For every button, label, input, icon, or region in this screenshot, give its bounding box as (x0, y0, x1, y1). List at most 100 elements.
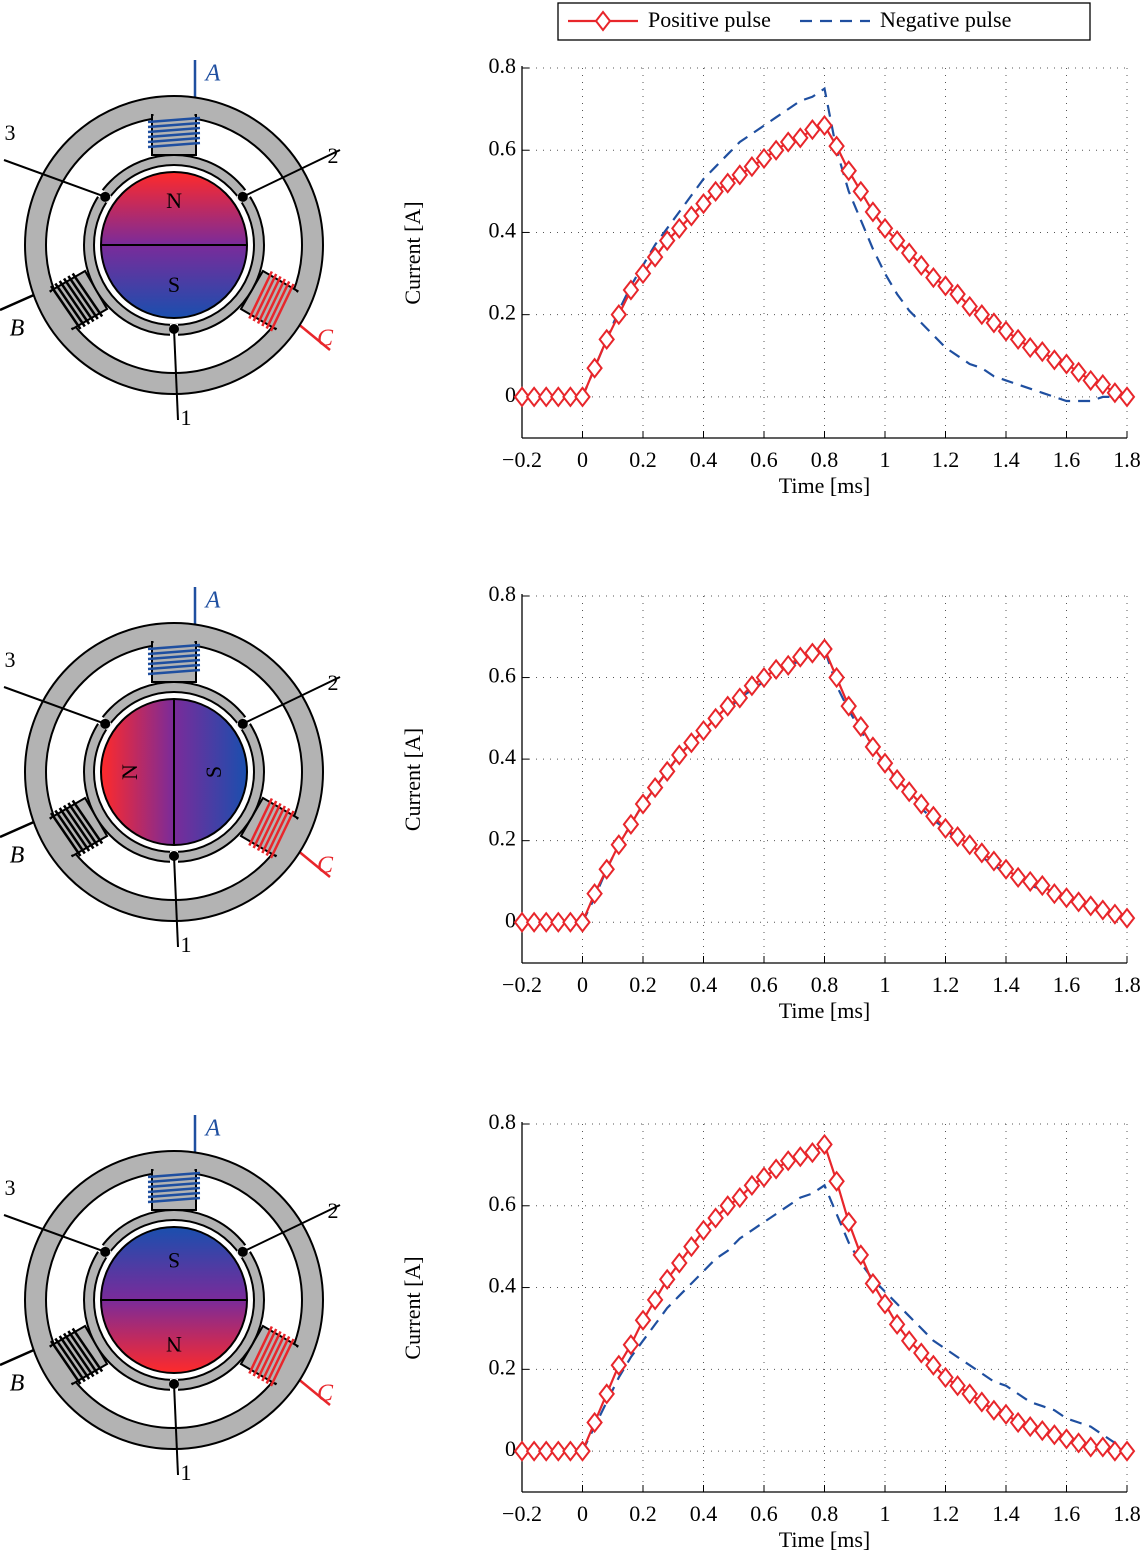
y-tick-label: 0.6 (489, 135, 517, 160)
coil-turn (147, 663, 201, 671)
y-tick-label: 0.8 (489, 53, 517, 78)
data-point (525, 1440, 543, 1462)
data-point (755, 1166, 773, 1188)
x-tick-label: 0.4 (690, 447, 718, 472)
data-point (973, 1391, 991, 1413)
phase-label: C (317, 853, 334, 879)
x-tick-label: 1.2 (932, 972, 960, 997)
data-point (574, 911, 591, 933)
terminal-dot (169, 851, 179, 861)
data-point (707, 180, 724, 202)
coil-turn (67, 1330, 99, 1375)
data-point (949, 1375, 966, 1397)
data-point (1082, 369, 1099, 392)
coil-turn (71, 272, 104, 318)
data-point (525, 911, 543, 933)
data-point (658, 760, 676, 782)
x-tick-label: 1.4 (992, 972, 1020, 997)
data-point (1046, 349, 1063, 371)
data-point (973, 304, 991, 326)
data-point (1034, 1420, 1051, 1442)
phase-label: A (204, 1116, 221, 1142)
y-tick-label: 0.6 (489, 663, 517, 688)
data-point (586, 357, 603, 379)
x-tick-label: 0.8 (811, 447, 839, 472)
coil-turn (71, 1327, 104, 1373)
data-point (695, 1219, 712, 1241)
data-point (888, 768, 906, 791)
coil-turn (248, 1325, 273, 1375)
data-point (913, 1342, 930, 1364)
coil-turn (147, 116, 201, 124)
data-point (1021, 336, 1039, 359)
x-tick-label: 0.4 (690, 1501, 718, 1526)
x-tick-label: 0.2 (629, 972, 657, 997)
data-point (743, 156, 761, 178)
phase-label: A (204, 588, 221, 614)
y-tick-label: 0.4 (489, 1273, 517, 1298)
phase-label: A (204, 61, 221, 87)
data-point (913, 793, 930, 815)
coil-turn (265, 1335, 291, 1385)
coil-turn (67, 802, 99, 847)
data-point (840, 695, 857, 717)
data-point (816, 114, 833, 137)
x-tick-label: 1.2 (932, 447, 960, 472)
data-point (1021, 1415, 1039, 1438)
x-tick-label: 0.6 (750, 1501, 778, 1526)
data-point (586, 1411, 603, 1434)
y-tick-label: 0 (505, 382, 516, 407)
tooth-join (271, 816, 301, 857)
data-point (888, 1313, 906, 1335)
data-point (876, 1293, 894, 1315)
x-tick-label: 1.8 (1113, 972, 1141, 997)
x-tick-label: 1.4 (992, 1501, 1020, 1526)
x-tick-label: 0.6 (750, 447, 778, 472)
terminal-dot (100, 1246, 111, 1257)
x-tick-label: 1.8 (1113, 1501, 1141, 1526)
data-point (876, 217, 894, 239)
data-point (1070, 361, 1087, 383)
data-point (562, 386, 579, 408)
tooth-join (271, 289, 301, 330)
x-tick-label: 1.8 (1113, 447, 1141, 472)
x-axis-label: Time [ms] (779, 998, 870, 1023)
data-point (1058, 887, 1075, 909)
data-point (610, 304, 628, 326)
data-point (997, 320, 1015, 342)
x-tick-label: 0.2 (629, 447, 657, 472)
data-point (550, 911, 567, 933)
data-point (804, 642, 821, 664)
data-point (719, 695, 736, 717)
coil-turn (147, 1181, 201, 1189)
data-point (598, 328, 615, 350)
data-point (513, 1440, 531, 1462)
data-point (973, 842, 991, 864)
coil-turn (58, 280, 91, 325)
x-tick-label: 1.6 (1053, 447, 1081, 472)
x-tick-label: −0.2 (502, 447, 542, 472)
data-point (900, 781, 918, 803)
data-point (1106, 382, 1124, 404)
x-tick-label: 0 (577, 447, 588, 472)
coil-turn (54, 809, 86, 855)
coil-turn (265, 280, 291, 330)
data-point (537, 911, 555, 933)
data-point (937, 817, 954, 840)
data-point (610, 1354, 628, 1376)
terminal-label: 2 (328, 143, 339, 168)
data-point (1046, 1424, 1063, 1446)
x-tick-label: 1.2 (932, 1501, 960, 1526)
coil-turn (147, 141, 201, 149)
data-point (1058, 1428, 1075, 1450)
x-tick-label: 1.6 (1053, 972, 1081, 997)
data-point (562, 911, 579, 933)
data-point (937, 1366, 954, 1389)
coil-turn (265, 807, 291, 857)
x-tick-label: 0 (577, 1501, 588, 1526)
data-point (1021, 870, 1039, 893)
data-point (622, 813, 640, 835)
legend: Positive pulse Negative pulse (557, 2, 1091, 41)
terminal-dot (169, 1379, 179, 1389)
